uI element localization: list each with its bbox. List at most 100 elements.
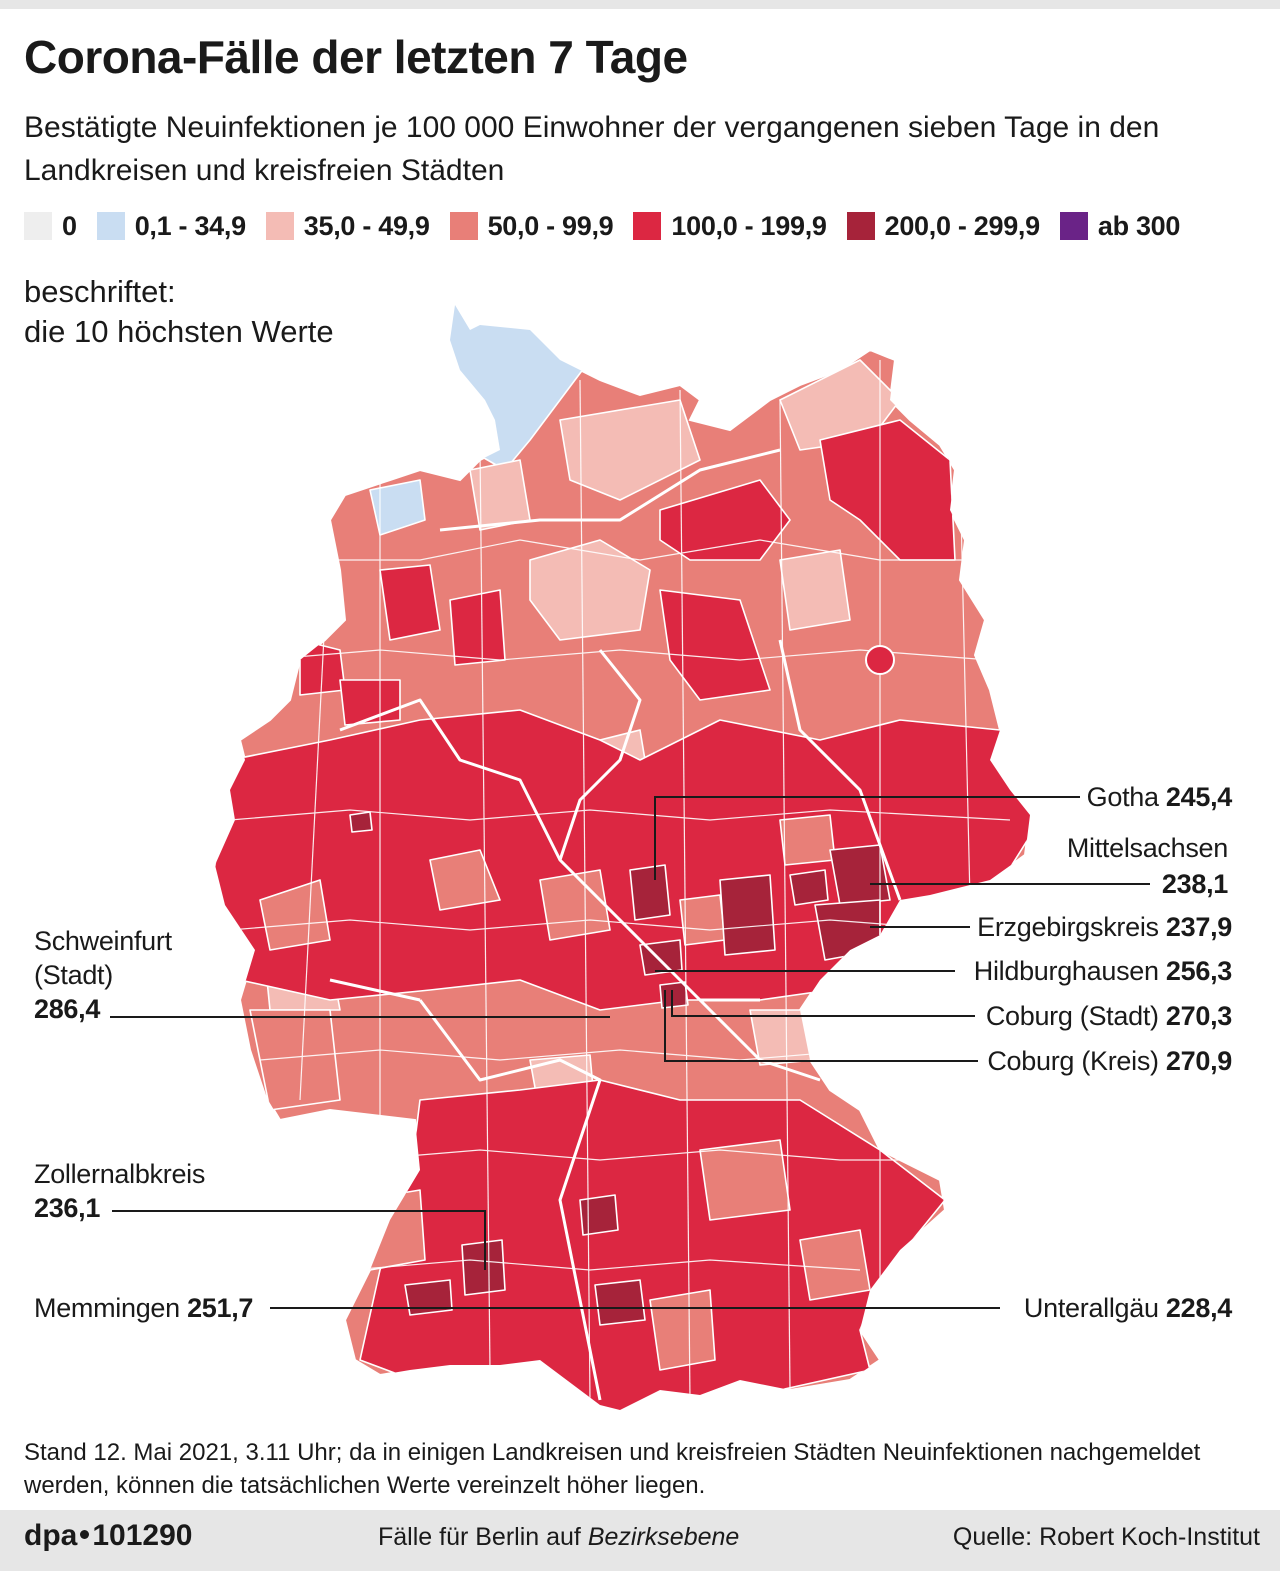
footer-bar bbox=[0, 1510, 1280, 1571]
region-coral-6 bbox=[699, 1139, 791, 1221]
callout-coburg-kreis-name: Coburg (Kreis) bbox=[987, 1046, 1159, 1076]
region-central-red bbox=[215, 709, 1030, 1011]
legend-swatch bbox=[633, 212, 662, 240]
callout-coburg-stadt: Coburg (Stadt) 270,3 bbox=[986, 999, 1232, 1033]
callout-schweinfurt-name-2: (Stadt) bbox=[34, 960, 113, 990]
region-emsland bbox=[379, 564, 441, 641]
legend-item-6: ab 300 bbox=[1059, 210, 1181, 242]
legend-swatch bbox=[449, 212, 478, 240]
legend-item-4: 100,0 - 199,9 bbox=[633, 210, 827, 242]
callout-zollernalbkreis-value: 236,1 bbox=[34, 1193, 101, 1223]
callout-erzgebirgskreis-value: 237,9 bbox=[1165, 912, 1232, 942]
legend-swatch bbox=[24, 212, 52, 240]
legend-item-2: 35,0 - 49,9 bbox=[265, 210, 430, 242]
region-coral-2 bbox=[539, 869, 611, 941]
callout-erzgebirgskreis: Erzgebirgskreis 237,9 bbox=[977, 910, 1232, 944]
region-south-red bbox=[359, 1079, 946, 1410]
legend-label: 0,1 - 34,9 bbox=[134, 210, 246, 241]
callout-gotha-value: 245,4 bbox=[1165, 782, 1232, 812]
callout-zollernalbkreis-name: Zollernalbkreis bbox=[34, 1159, 206, 1189]
footnote: Stand 12. Mai 2021, 3.11 Uhr; da in eini… bbox=[24, 1439, 1201, 1499]
region-augsburg-dark bbox=[579, 1194, 619, 1236]
region-rhein-dark bbox=[349, 811, 373, 833]
legend-label: ab 300 bbox=[1097, 210, 1181, 241]
dpa-number: 101290 bbox=[92, 1519, 193, 1552]
legend-item-0: 0 bbox=[24, 211, 77, 242]
region-erzgebirgskreis bbox=[814, 899, 881, 961]
region-osnabrueck bbox=[449, 589, 506, 666]
legend-label: 200,0 - 299,9 bbox=[884, 210, 1041, 241]
region-zollernalbkreis bbox=[461, 1239, 506, 1296]
region-coral-4 bbox=[679, 894, 726, 946]
source-credit: Quelle: Robert Koch-Institut bbox=[952, 1523, 1260, 1551]
region-brandenburg-light bbox=[779, 549, 851, 631]
callout-unterallgaeu-name: Unterallgäu bbox=[1023, 1293, 1159, 1323]
callout-hildburghausen: Hildburghausen 256,3 bbox=[973, 954, 1233, 988]
callout-coburg-stadt-value: 270,3 bbox=[1165, 1001, 1232, 1031]
legend-item-3: 50,0 - 99,9 bbox=[449, 210, 614, 242]
callout-mittelsachsen-value: 238,1 bbox=[1161, 869, 1228, 899]
callout-hildburghausen-name: Hildburghausen bbox=[973, 956, 1159, 986]
callout-gotha: Gotha 245,4 bbox=[1086, 780, 1233, 814]
region-coral-3 bbox=[259, 879, 331, 951]
region-coral-1 bbox=[429, 849, 501, 911]
germany-map-svg bbox=[213, 302, 1032, 1412]
germany-map bbox=[0, 290, 1280, 1420]
callout-memmingen-name: Memmingen bbox=[34, 1293, 180, 1323]
legend-swatch bbox=[96, 212, 125, 240]
page-subtitle: Bestätigte Neuinfektionen je 100 000 Ein… bbox=[24, 111, 1160, 187]
callout-unterallgaeu-value: 228,4 bbox=[1165, 1293, 1232, 1323]
berlin-note-italic: Bezirksebene bbox=[587, 1523, 740, 1551]
region-coral-10 bbox=[249, 1009, 341, 1111]
region-coral-5 bbox=[779, 814, 836, 866]
region-north-light bbox=[559, 399, 701, 501]
label-note: beschriftet: die 10 höchsten Werte bbox=[24, 272, 334, 352]
legend: 0 0,1 - 34,9 35,0 - 49,9 50,0 - 99,9 100… bbox=[24, 206, 1180, 246]
legend-item-1: 0,1 - 34,9 bbox=[96, 210, 246, 242]
callout-coburg-kreis: Coburg (Kreis) 270,9 bbox=[987, 1044, 1232, 1078]
region-heide-light bbox=[529, 539, 651, 641]
region-mittelsachsen bbox=[829, 844, 891, 906]
region-nordfriesland-coast bbox=[369, 479, 426, 536]
legend-label: 100,0 - 199,9 bbox=[671, 210, 827, 241]
callout-memmingen-value: 251,7 bbox=[187, 1293, 254, 1323]
dpa-agency: dpa bbox=[24, 1519, 78, 1552]
district-boundaries bbox=[229, 360, 1011, 1401]
legend-swatch bbox=[1059, 212, 1088, 240]
callout-gotha-name: Gotha bbox=[1086, 782, 1159, 812]
callout-memmingen: Memmingen 251,7 bbox=[34, 1291, 253, 1325]
region-memmingen bbox=[404, 1279, 453, 1316]
dpa-credit: dpa 101290 bbox=[24, 1519, 192, 1553]
berlin-note-prefix: Fälle für Berlin auf bbox=[378, 1523, 588, 1551]
callout-schweinfurt-value: 286,4 bbox=[34, 994, 101, 1024]
page-title: Corona-Fälle der letzten 7 Tage bbox=[24, 31, 688, 83]
berlin-marker bbox=[865, 645, 895, 675]
region-unterallgaeu bbox=[594, 1279, 646, 1326]
callout-schweinfurt-name-1: Schweinfurt bbox=[34, 926, 172, 956]
berlin-note: Fälle für Berlin auf Bezirksebene bbox=[378, 1523, 739, 1552]
region-hamburg-south bbox=[469, 459, 531, 531]
legend-label: 35,0 - 49,9 bbox=[303, 210, 430, 241]
callout-schweinfurt: Schweinfurt (Stadt) 286,4 bbox=[34, 924, 172, 1026]
region-thuringia-dark bbox=[719, 874, 776, 956]
callout-coburg-kreis-value: 270,9 bbox=[1165, 1046, 1232, 1076]
region-coral-8 bbox=[359, 1189, 426, 1271]
callout-coburg-stadt-name: Coburg (Stadt) bbox=[985, 1001, 1159, 1031]
region-coral-7 bbox=[799, 1229, 871, 1301]
region-saxony-dark bbox=[789, 869, 829, 906]
legend-swatch bbox=[265, 212, 294, 240]
label-note-line2: die 10 höchsten Werte bbox=[24, 314, 334, 349]
top-bar bbox=[0, 0, 1280, 9]
legend-label: 50,0 - 99,9 bbox=[487, 210, 614, 241]
callout-mittelsachsen-name: Mittelsachsen bbox=[1066, 833, 1228, 863]
region-gotha bbox=[629, 864, 671, 921]
legend-label: 0 bbox=[62, 210, 77, 241]
callout-erzgebirgskreis-name: Erzgebirgskreis bbox=[977, 912, 1159, 942]
callout-hildburghausen-value: 256,3 bbox=[1165, 956, 1232, 986]
label-note-line1: beschriftet: bbox=[24, 274, 176, 309]
callout-unterallgaeu: Unterallgäu 228,4 bbox=[1024, 1291, 1232, 1325]
legend-item-5: 200,0 - 299,9 bbox=[846, 210, 1041, 242]
region-coral-9 bbox=[649, 1289, 716, 1371]
region-altmark bbox=[659, 589, 771, 701]
legend-swatch bbox=[846, 212, 875, 240]
